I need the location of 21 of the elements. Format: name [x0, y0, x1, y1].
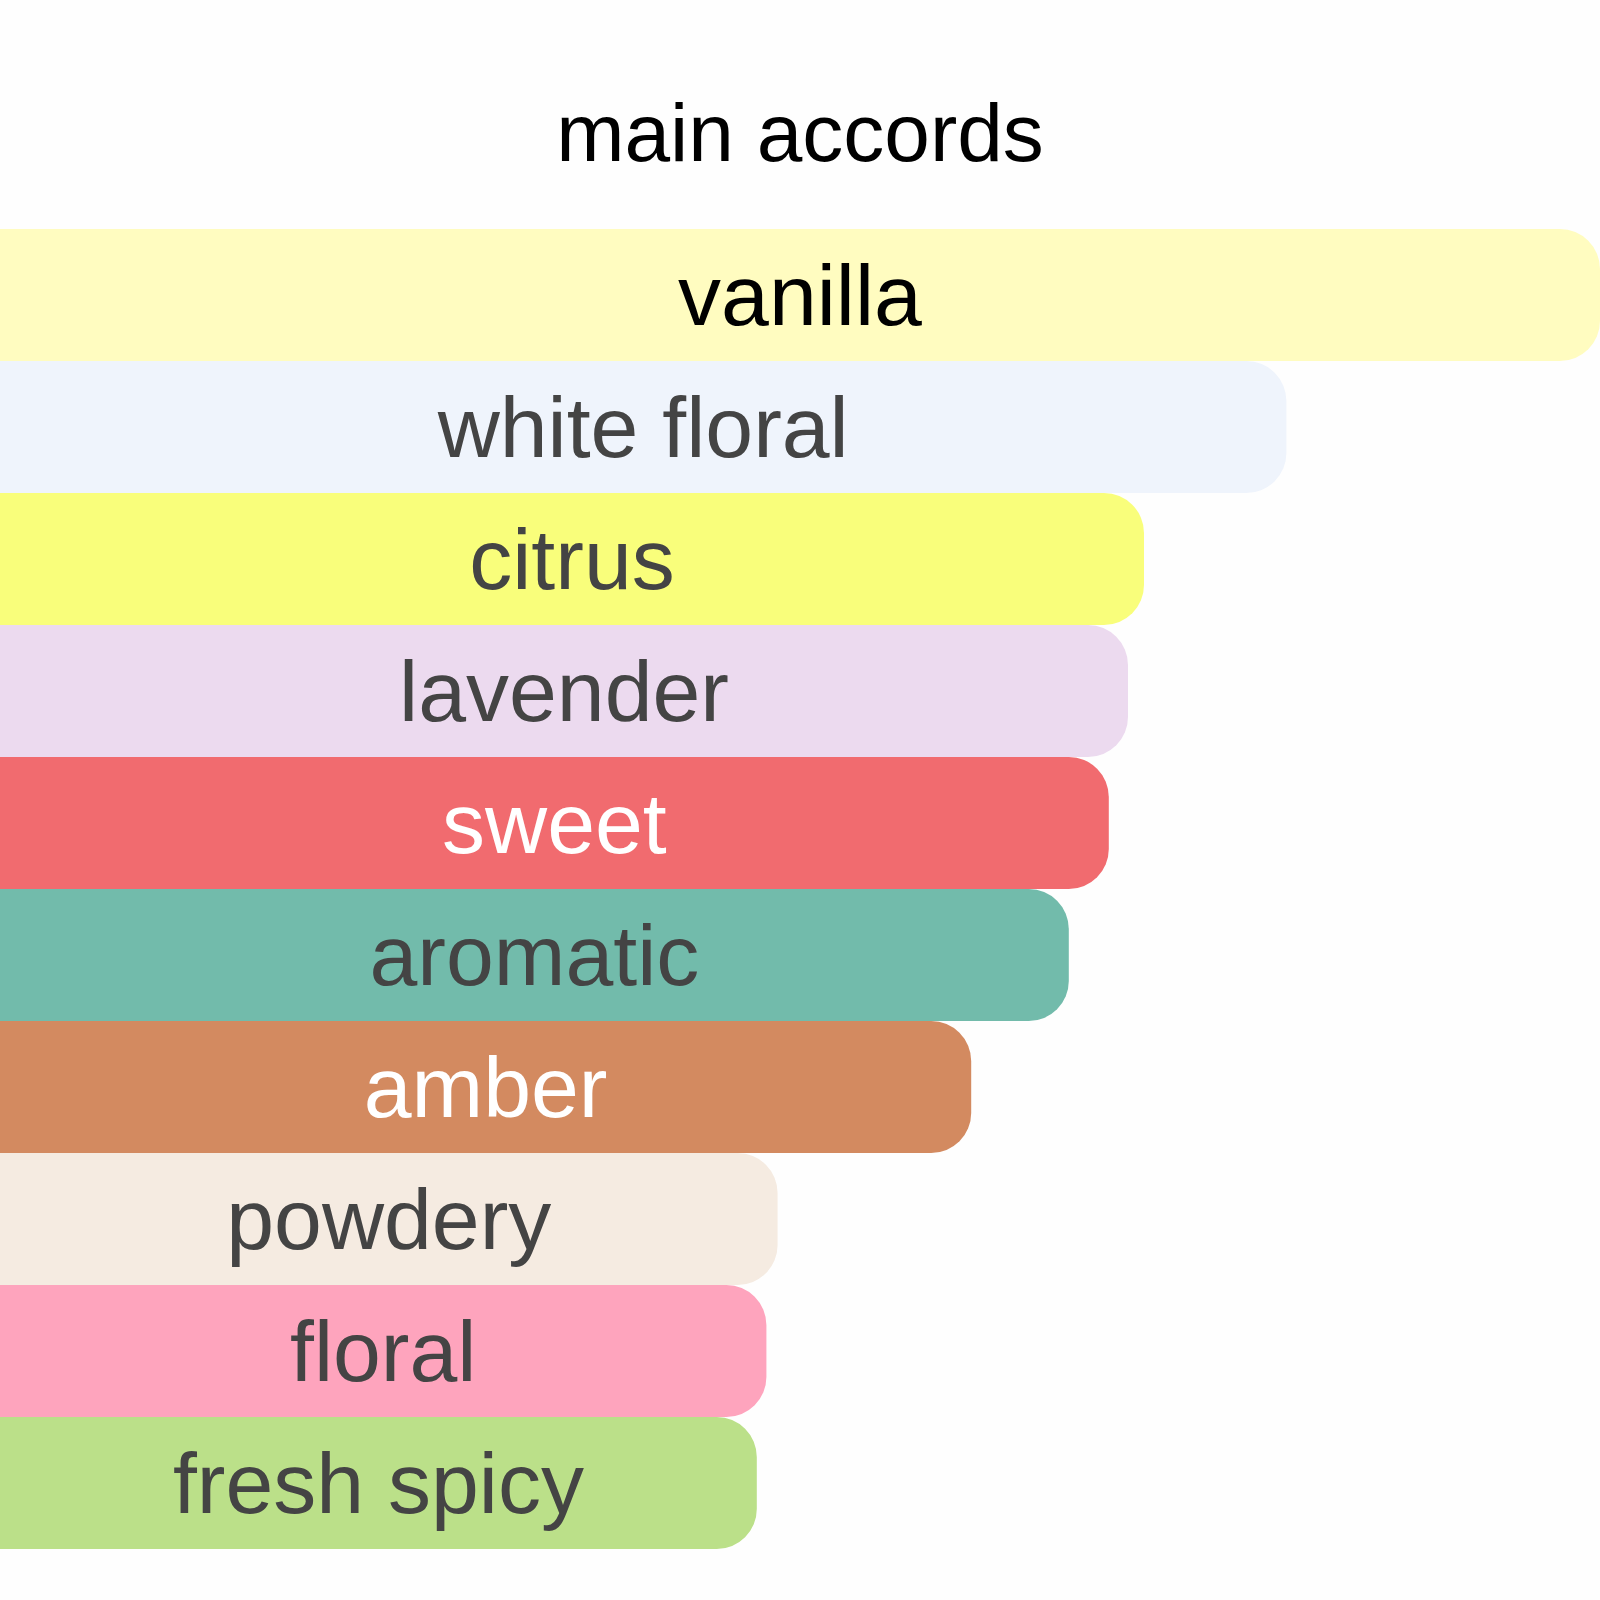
y-tick-label: white floral — [436, 379, 849, 475]
bar — [0, 1153, 778, 1285]
y-tick-label: floral — [290, 1303, 477, 1399]
y-tick-label: vanilla — [678, 247, 923, 343]
y-tick-label: sweet — [442, 775, 667, 871]
bar — [0, 757, 1109, 889]
chart-title: main accords — [556, 86, 1044, 178]
bar — [0, 493, 1144, 625]
bar — [0, 1021, 972, 1153]
bar — [0, 1285, 767, 1417]
y-tick-label: aromatic — [369, 907, 700, 1003]
bar — [0, 229, 1600, 361]
y-tick-label: lavender — [399, 643, 729, 739]
y-tick-label: fresh spicy — [172, 1435, 584, 1531]
bar — [0, 1417, 757, 1549]
bar — [0, 889, 1069, 1021]
y-tick-label: powdery — [226, 1171, 552, 1267]
y-tick-label: amber — [363, 1039, 608, 1135]
y-tick-label: citrus — [469, 511, 675, 607]
bar — [0, 361, 1287, 493]
bar — [0, 625, 1128, 757]
